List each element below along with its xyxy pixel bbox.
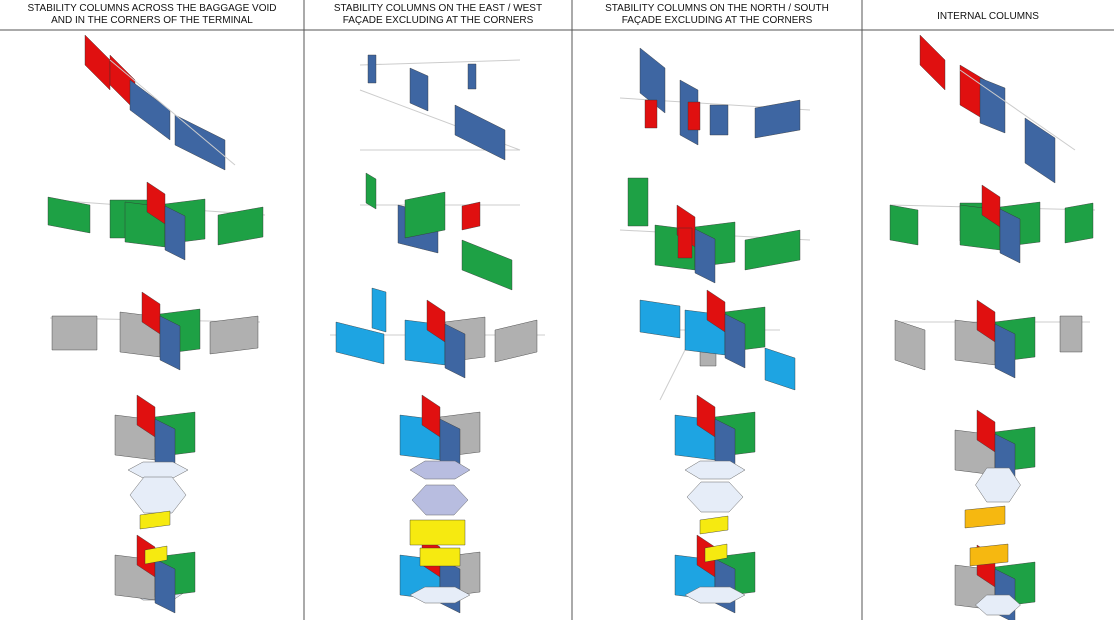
column-plate [764,347,796,391]
column-plate [409,519,466,546]
column-plate [744,229,801,271]
column-plate [687,101,701,131]
column-plate [84,34,111,91]
floor-slab [411,484,469,516]
column-plate [154,558,176,614]
column-plate [174,114,226,171]
column-plate [365,172,377,210]
floor-slab [975,467,1021,503]
column-plate [889,204,919,246]
column-plate [1024,117,1056,184]
floor-slab [409,460,471,480]
column-title: AND IN THE CORNERS OF THE TERMINAL [51,15,253,26]
column-plate [994,323,1016,379]
floor-slab [686,481,744,513]
column-plate [371,287,387,333]
column-plate [164,205,186,261]
column-title: INTERNAL COLUMNS [937,11,1039,22]
column-plate [494,319,538,363]
column-plate [461,239,513,291]
column-title: STABILITY COLUMNS ON THE NORTH / SOUTH [605,3,829,14]
column-plate [144,545,168,565]
column-plate [47,196,91,234]
column-plate [639,47,666,114]
floor-slab [975,594,1021,616]
column-plate [217,206,264,246]
column-plate [919,34,946,91]
illustrations [47,34,1096,620]
column-plate [694,228,716,284]
column-plate [159,315,181,371]
column-plate [979,77,1006,134]
column-plate [367,54,377,84]
column-plate [409,67,429,112]
column-title: STABILITY COLUMNS ACROSS THE BAGGAGE VOI… [28,3,277,14]
column-plate [999,208,1021,264]
column-title: FAÇADE EXCLUDING AT THE CORNERS [622,15,813,26]
floor-slab [684,460,746,480]
column-plate [1059,315,1083,353]
column-plate [627,177,649,227]
column-plate [644,99,658,129]
column-plate [1064,202,1094,244]
floor-slab [129,476,187,514]
floor-slab [684,586,746,604]
column-plate [454,104,506,161]
column-plate [704,543,728,563]
column-plate [724,313,746,369]
column-plate [699,515,729,535]
column-plate [894,319,926,371]
beam [109,59,236,166]
column-plate [139,510,171,530]
beam [959,69,1076,151]
column-plate [51,315,98,351]
column-plate [419,547,461,567]
column-plate [969,543,1009,567]
column-plate [404,191,446,239]
column-plate [209,315,259,355]
column-plate [467,63,477,90]
column-plate [709,104,729,136]
column-plate [461,201,481,231]
column-plate [129,79,171,141]
column-title: STABILITY COLUMNS ON THE EAST / WEST [334,3,542,14]
column-plate [335,321,385,365]
floor-slab [409,586,471,604]
column-plate [677,227,693,259]
column-plate [639,299,681,339]
column-title: FAÇADE EXCLUDING AT THE CORNERS [343,15,534,26]
column-plate [754,99,801,139]
beam [359,59,521,66]
column-plate [964,505,1006,529]
column-plate [444,323,466,379]
headers: STABILITY COLUMNS ACROSS THE BAGGAGE VOI… [28,3,1040,26]
